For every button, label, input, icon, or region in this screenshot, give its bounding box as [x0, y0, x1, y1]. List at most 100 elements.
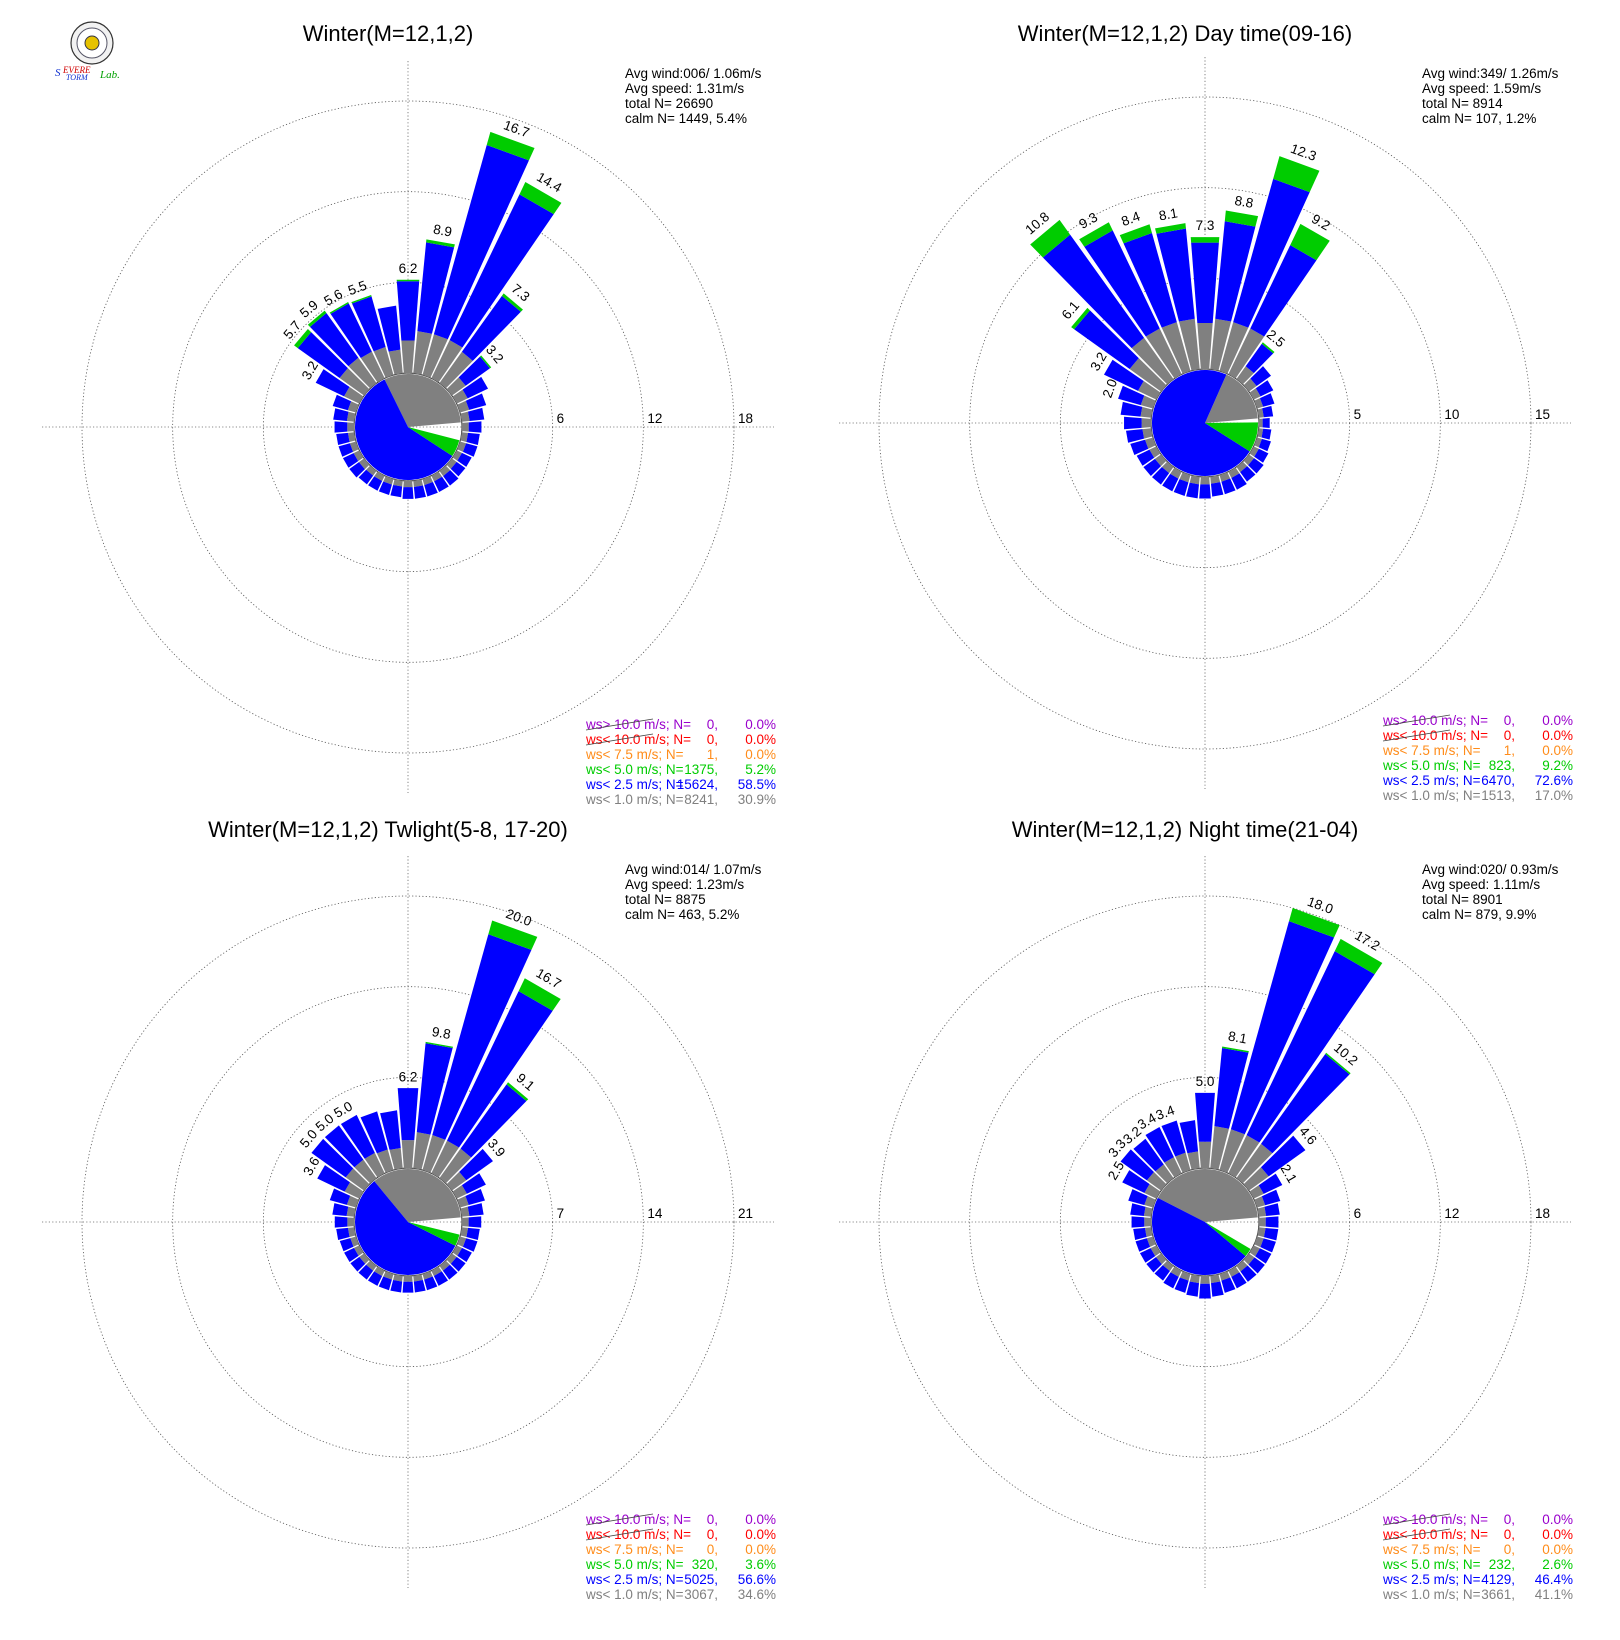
petal-gray-segment — [366, 1260, 377, 1271]
petal-value-label: 9.3 — [1076, 210, 1100, 232]
petal-blue-segment — [468, 421, 482, 433]
legend-count: 1513, — [1481, 788, 1515, 803]
petal-gray-segment — [344, 386, 364, 404]
petal-blue-segment — [330, 303, 372, 359]
petal-blue-segment — [413, 485, 426, 499]
petal-value-label: 3.4 — [1154, 1102, 1177, 1123]
petal-blue-segment — [1233, 178, 1310, 328]
legend-percent: 3.6% — [745, 1557, 776, 1572]
stats-line: calm N= 107, 1.2% — [1422, 111, 1536, 126]
petal-green-segment — [1334, 938, 1383, 975]
legend-count: 0, — [1504, 1527, 1515, 1542]
petal-gray-segment — [439, 465, 451, 477]
petal-gray-segment — [452, 1245, 463, 1256]
petal-blue-segment — [333, 408, 349, 422]
petal-green-segment — [1190, 237, 1220, 243]
petal-blue-segment — [458, 356, 490, 386]
petal-blue-segment — [460, 1084, 527, 1158]
petal-gray-segment — [1219, 1271, 1231, 1281]
legend-count: 3067, — [684, 1587, 718, 1602]
petal-blue-segment — [1156, 228, 1195, 322]
petal-green-segment — [1030, 219, 1071, 258]
petal-blue-segment — [1210, 482, 1224, 497]
petal-gray-segment — [1178, 318, 1200, 371]
petal-gray-segment — [1243, 454, 1255, 466]
petal-value-label: 8.9 — [432, 222, 453, 240]
legend-label: ws< 1.0 m/s; N= — [585, 1587, 684, 1602]
petal-blue-segment — [1230, 921, 1335, 1135]
legend-label: ws< 7.5 m/s; N= — [585, 747, 684, 762]
legend-label: ws< 10.0 m/s; N= — [1382, 728, 1488, 743]
petal-value-label: 8.1 — [1227, 1028, 1248, 1046]
legend-percent: 5.2% — [745, 762, 776, 777]
legend-count: 0, — [707, 1512, 718, 1527]
petal-gray-segment — [1141, 418, 1152, 428]
petal-blue-segment — [1214, 1047, 1249, 1129]
svg-text:EVERE: EVERE — [62, 65, 91, 75]
petal-green-segment — [519, 182, 562, 215]
petal-gray-segment — [366, 465, 377, 476]
legend-strike — [585, 718, 654, 731]
petal-gray-segment — [1219, 322, 1249, 374]
petal-gray-segment — [1249, 1245, 1260, 1257]
petal-gray-segment — [1179, 472, 1191, 483]
legend-count: 3661, — [1481, 1587, 1515, 1602]
petal-green-segment — [1325, 1052, 1351, 1075]
range-ring — [262, 281, 554, 573]
petal-blue-segment — [1084, 230, 1160, 337]
petal-blue-segment — [338, 443, 354, 457]
petal-blue-segment — [1246, 951, 1375, 1143]
petal-blue-segment — [1221, 1277, 1236, 1293]
legend-strike — [585, 1513, 654, 1526]
range-ring — [1059, 277, 1351, 569]
petal-blue-segment — [334, 421, 348, 433]
petal-green-segment — [501, 293, 523, 312]
chart-title: Winter(M=12,1,2) Twlight(5-8, 17-20) — [208, 817, 568, 842]
petal-gray-segment — [344, 1182, 364, 1199]
petal-gray-segment — [339, 368, 370, 396]
petal-blue-segment — [1261, 428, 1272, 440]
stats-line: Avg wind:349/ 1.26m/s — [1422, 66, 1559, 81]
legend-count: 4129, — [1481, 1572, 1515, 1587]
legend-percent: 46.4% — [1535, 1572, 1573, 1587]
petal-blue-segment — [309, 313, 359, 367]
petal-blue-segment — [1131, 1216, 1145, 1228]
petal-gray-segment — [347, 1217, 355, 1227]
ring-label: 21 — [738, 1206, 753, 1221]
legend-label: ws< 7.5 m/s; N= — [1382, 1542, 1481, 1557]
legend-label: ws< 7.5 m/s; N= — [1382, 743, 1481, 758]
petal-blue-segment — [1240, 466, 1256, 482]
petal-blue-segment — [467, 407, 485, 421]
petal-value-label: 8.8 — [1233, 193, 1254, 211]
petal-blue-segment — [1133, 1227, 1147, 1240]
stats-line: total N= 26690 — [625, 96, 713, 111]
petal-blue-segment — [1042, 234, 1145, 349]
petal-blue-segment — [1231, 473, 1247, 490]
petal-gray-segment — [403, 1275, 413, 1282]
petal-blue-segment — [1221, 478, 1236, 495]
petal-green-segment — [1290, 223, 1330, 261]
legend-percent: 34.6% — [738, 1587, 776, 1602]
petal-gray-segment — [1155, 1253, 1167, 1265]
calm-pie-blue — [355, 379, 453, 480]
petal-blue-segment — [1210, 1281, 1224, 1297]
petal-gray-segment — [1161, 461, 1174, 474]
range-ring — [878, 96, 1532, 750]
petal-gray-segment — [1142, 428, 1153, 439]
petal-blue-segment — [1263, 1227, 1279, 1241]
petal-gray-segment — [401, 340, 415, 374]
petal-gray-segment — [439, 1148, 472, 1184]
petal-blue-segment — [1133, 1138, 1164, 1172]
petal-blue-segment — [1136, 449, 1155, 466]
petal-value-label: 8.4 — [1119, 208, 1142, 229]
petal-blue-segment — [1128, 1189, 1148, 1206]
petal-blue-segment — [1260, 1238, 1276, 1253]
petal-blue-segment — [329, 1188, 351, 1205]
petal-blue-segment — [311, 1138, 354, 1178]
legend-label: ws> 10.0 m/s; N= — [1382, 713, 1488, 728]
petal-blue-segment — [457, 1247, 472, 1263]
petal-gray-segment — [403, 480, 413, 488]
petal-blue-segment — [360, 1111, 388, 1154]
legend-count: 0, — [707, 1542, 718, 1557]
petal-gray-segment — [1137, 381, 1161, 400]
